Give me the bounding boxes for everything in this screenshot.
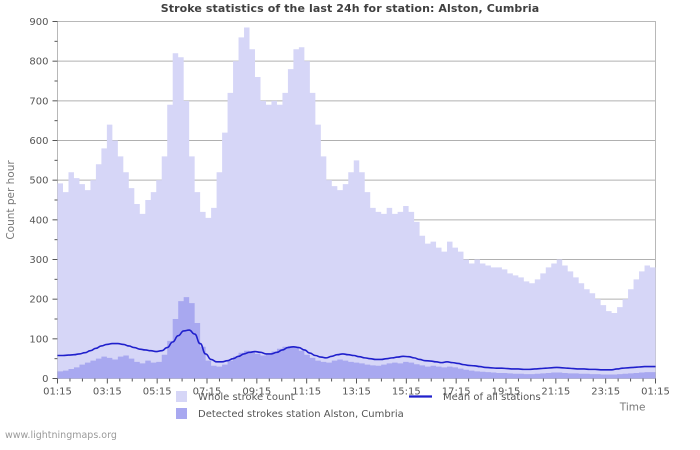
legend-label: Mean of all stations (443, 392, 541, 403)
area-whole-stroke-count (57, 27, 656, 379)
x-tick-label: 01:15 (43, 387, 72, 398)
y-tick-label: 100 (29, 334, 48, 345)
x-tick-label: 19:15 (492, 387, 521, 398)
line-mean-of-all-stations (57, 329, 656, 371)
chart-legend: Whole stroke count Detected strokes stati… (176, 391, 541, 420)
legend-label: Whole stroke count (198, 392, 295, 403)
y-tick-label: 800 (29, 57, 48, 68)
x-tick-label: 17:15 (442, 387, 471, 398)
area-detected-strokes-station (57, 297, 656, 379)
y-tick-label: 600 (29, 136, 48, 147)
legend-swatch (176, 408, 187, 419)
y-tick-label: 700 (29, 96, 48, 107)
x-tick-label: 21:15 (541, 387, 570, 398)
x-tick-label: 11:15 (292, 387, 321, 398)
x-axis: 01:15 03:15 05:15 07:15 09:15 11:15 13:15 15:15… (43, 378, 670, 414)
x-tick-label: 03:15 (93, 387, 122, 398)
x-tick-label: 05:15 (143, 387, 172, 398)
x-tick-label: 13:15 (342, 387, 371, 398)
chart-title: Stroke statistics of the last 24h for st… (160, 2, 540, 15)
x-tick-label: 07:15 (193, 387, 222, 398)
y-tick-label: 400 (29, 215, 48, 226)
x-tick-label: 23:15 (591, 387, 620, 398)
x-tick-label: 01:15 (641, 387, 670, 398)
footer-watermark: www.lightningmaps.org (5, 430, 117, 441)
legend-swatch (176, 391, 187, 402)
x-tick-label: 15:15 (392, 387, 421, 398)
y-tick-label: 0 (42, 374, 48, 385)
y-tick-label: 500 (29, 176, 48, 187)
x-tick-label: 09:15 (242, 387, 271, 398)
x-axis-title: Time (619, 402, 646, 414)
legend-label: Detected strokes station Alston, Cumbria (198, 409, 404, 420)
y-axis-title: Count per hour (5, 160, 17, 240)
series-areas (57, 27, 656, 379)
y-tick-label: 900 (29, 17, 48, 28)
y-axis: 0 100 200 300 400 500 600 700 800 900 Count per ho… (5, 17, 58, 385)
y-tick-label: 200 (29, 295, 48, 306)
y-tick-label: 300 (29, 255, 48, 266)
